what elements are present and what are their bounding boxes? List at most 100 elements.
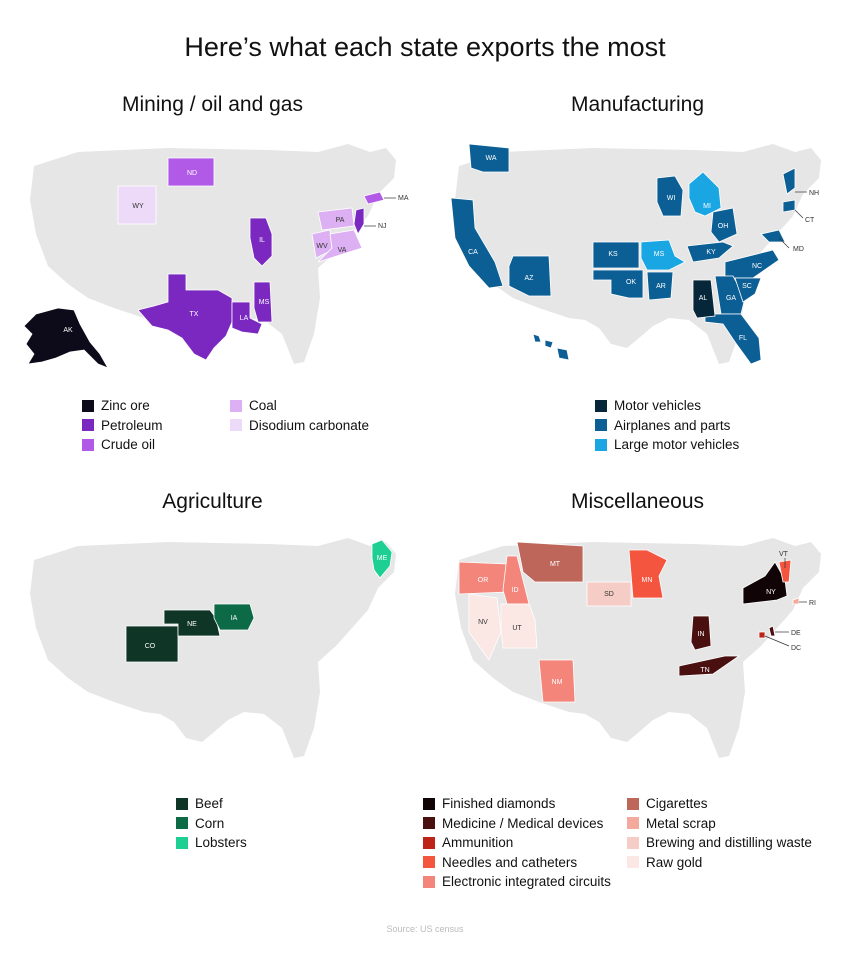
legend-swatch xyxy=(176,836,188,849)
state-label-tn: TN xyxy=(700,667,709,674)
map-manufacturing: WA CA AZ KS OK AR WI OH KY NC GA SC FL xyxy=(443,138,843,373)
state-oh xyxy=(710,207,738,243)
state-label-ca: CA xyxy=(468,249,478,256)
us-map-base xyxy=(30,538,396,758)
legend-label: Brewing and distilling waste xyxy=(646,835,812,851)
state-ca xyxy=(450,197,504,289)
legend-label: Beef xyxy=(195,796,223,812)
state-wa xyxy=(468,143,510,173)
legend-col-left: Zinc ore Petroleum Crude oil xyxy=(82,396,163,455)
state-ri xyxy=(792,597,800,605)
state-label-ks: KS xyxy=(608,251,618,258)
state-label-nh: NH xyxy=(809,190,819,197)
legend-label: Medicine / Medical devices xyxy=(442,815,604,831)
legend-item: Metal scrap xyxy=(627,814,812,834)
state-label-az: AZ xyxy=(525,275,535,282)
legend-label: Metal scrap xyxy=(646,815,716,831)
legend-swatch xyxy=(423,797,435,810)
legend-item: Needles and catheters xyxy=(423,853,611,873)
state-label-or: OR xyxy=(478,577,489,584)
state-label-dc: DC xyxy=(791,645,801,652)
legend-swatch xyxy=(82,419,94,432)
legend-item: Lobsters xyxy=(176,833,247,853)
state-label-de: DE xyxy=(791,630,801,637)
state-wy xyxy=(117,185,157,225)
legend-swatch xyxy=(595,399,607,412)
legend-item: Petroleum xyxy=(82,416,163,436)
state-la xyxy=(231,301,263,335)
state-sc xyxy=(734,277,762,303)
state-ma xyxy=(363,191,385,205)
state-label-ct: CT xyxy=(805,217,815,224)
state-dc xyxy=(758,631,766,639)
state-label-nj: NJ xyxy=(378,223,387,230)
legend-item: Airplanes and parts xyxy=(595,416,739,436)
legend-label: Motor vehicles xyxy=(614,398,702,414)
state-label-in: IN xyxy=(698,631,705,638)
legend-swatch xyxy=(82,438,94,451)
legend-label: Coal xyxy=(249,398,277,414)
legend-swatch xyxy=(595,438,607,451)
legend-item: Motor vehicles xyxy=(595,396,739,416)
state-label-ne: NE xyxy=(187,621,197,628)
legend-swatch xyxy=(423,817,435,830)
state-label-il: IL xyxy=(259,237,265,244)
legend-col-left: Motor vehicles Airplanes and parts Large… xyxy=(595,396,739,455)
legend-label: Crude oil xyxy=(101,437,156,453)
state-vt xyxy=(778,559,792,583)
state-nd xyxy=(167,157,215,187)
legend-label: Lobsters xyxy=(195,835,247,851)
state-label-id: ID xyxy=(512,587,519,594)
legend-label: Large motor vehicles xyxy=(614,437,740,453)
state-label-pa: PA xyxy=(336,217,345,224)
state-ne xyxy=(163,609,221,637)
legend-swatch xyxy=(627,797,639,810)
panel-title-mining: Mining / oil and gas xyxy=(122,93,303,116)
state-in xyxy=(690,615,712,651)
state-al xyxy=(692,279,716,319)
legend-item: Beef xyxy=(176,794,247,814)
state-label-mt: MT xyxy=(550,561,561,568)
state-label-md: MD xyxy=(793,246,804,253)
legend-item: Disodium carbonate xyxy=(230,416,369,436)
state-label-mn: MN xyxy=(642,577,653,584)
legend-item: Medicine / Medical devices xyxy=(423,814,611,834)
legend-swatch xyxy=(423,856,435,869)
map-agriculture: CO NE IA ME xyxy=(18,532,418,767)
state-label-ga: GA xyxy=(726,295,736,302)
state-label-ny: NY xyxy=(766,589,776,596)
legend-label: Needles and catheters xyxy=(442,854,578,870)
legend-item: Crude oil xyxy=(82,435,163,455)
legend-item: Coal xyxy=(230,396,369,416)
legend-swatch xyxy=(423,836,435,849)
state-ny xyxy=(742,561,788,605)
map-misc: OR ID MT SD MN NV UT NM IN TN NY xyxy=(443,532,843,767)
panel-title-misc: Miscellaneous xyxy=(570,490,705,513)
legend-swatch xyxy=(595,419,607,432)
state-ar xyxy=(646,271,674,301)
state-label-vt: VT xyxy=(779,551,789,558)
page-title: Here’s what each state exports the most xyxy=(184,32,666,62)
state-label-ia: IA xyxy=(231,615,238,622)
state-label-ri: RI xyxy=(809,600,816,607)
legend-col-left: Finished diamonds Medicine / Medical dev… xyxy=(423,794,611,892)
legend-item: Electronic integrated circuits xyxy=(423,872,611,892)
state-ak xyxy=(23,307,109,369)
state-label-fl: FL xyxy=(739,335,747,342)
state-nh xyxy=(782,167,796,195)
legend-label: Airplanes and parts xyxy=(614,417,731,433)
state-ky xyxy=(686,241,734,263)
state-label-nm: NM xyxy=(552,679,563,686)
source-note: Source: US census xyxy=(386,924,464,934)
state-co xyxy=(125,625,179,663)
legend-label: Electronic integrated circuits xyxy=(442,874,611,890)
state-label-va: VA xyxy=(338,247,347,254)
state-label-wa: WA xyxy=(485,155,496,162)
state-tx xyxy=(137,273,233,361)
panel-misc: Miscellaneous OR ID MT SD MN NV UT NM IN… xyxy=(423,470,850,930)
legend-swatch xyxy=(627,856,639,869)
state-mi xyxy=(688,171,722,217)
legend-item: Zinc ore xyxy=(82,396,163,416)
legend-swatch xyxy=(230,419,242,432)
panel-agriculture: Agriculture CO NE IA ME Beef Corn Lobste… xyxy=(0,470,425,930)
